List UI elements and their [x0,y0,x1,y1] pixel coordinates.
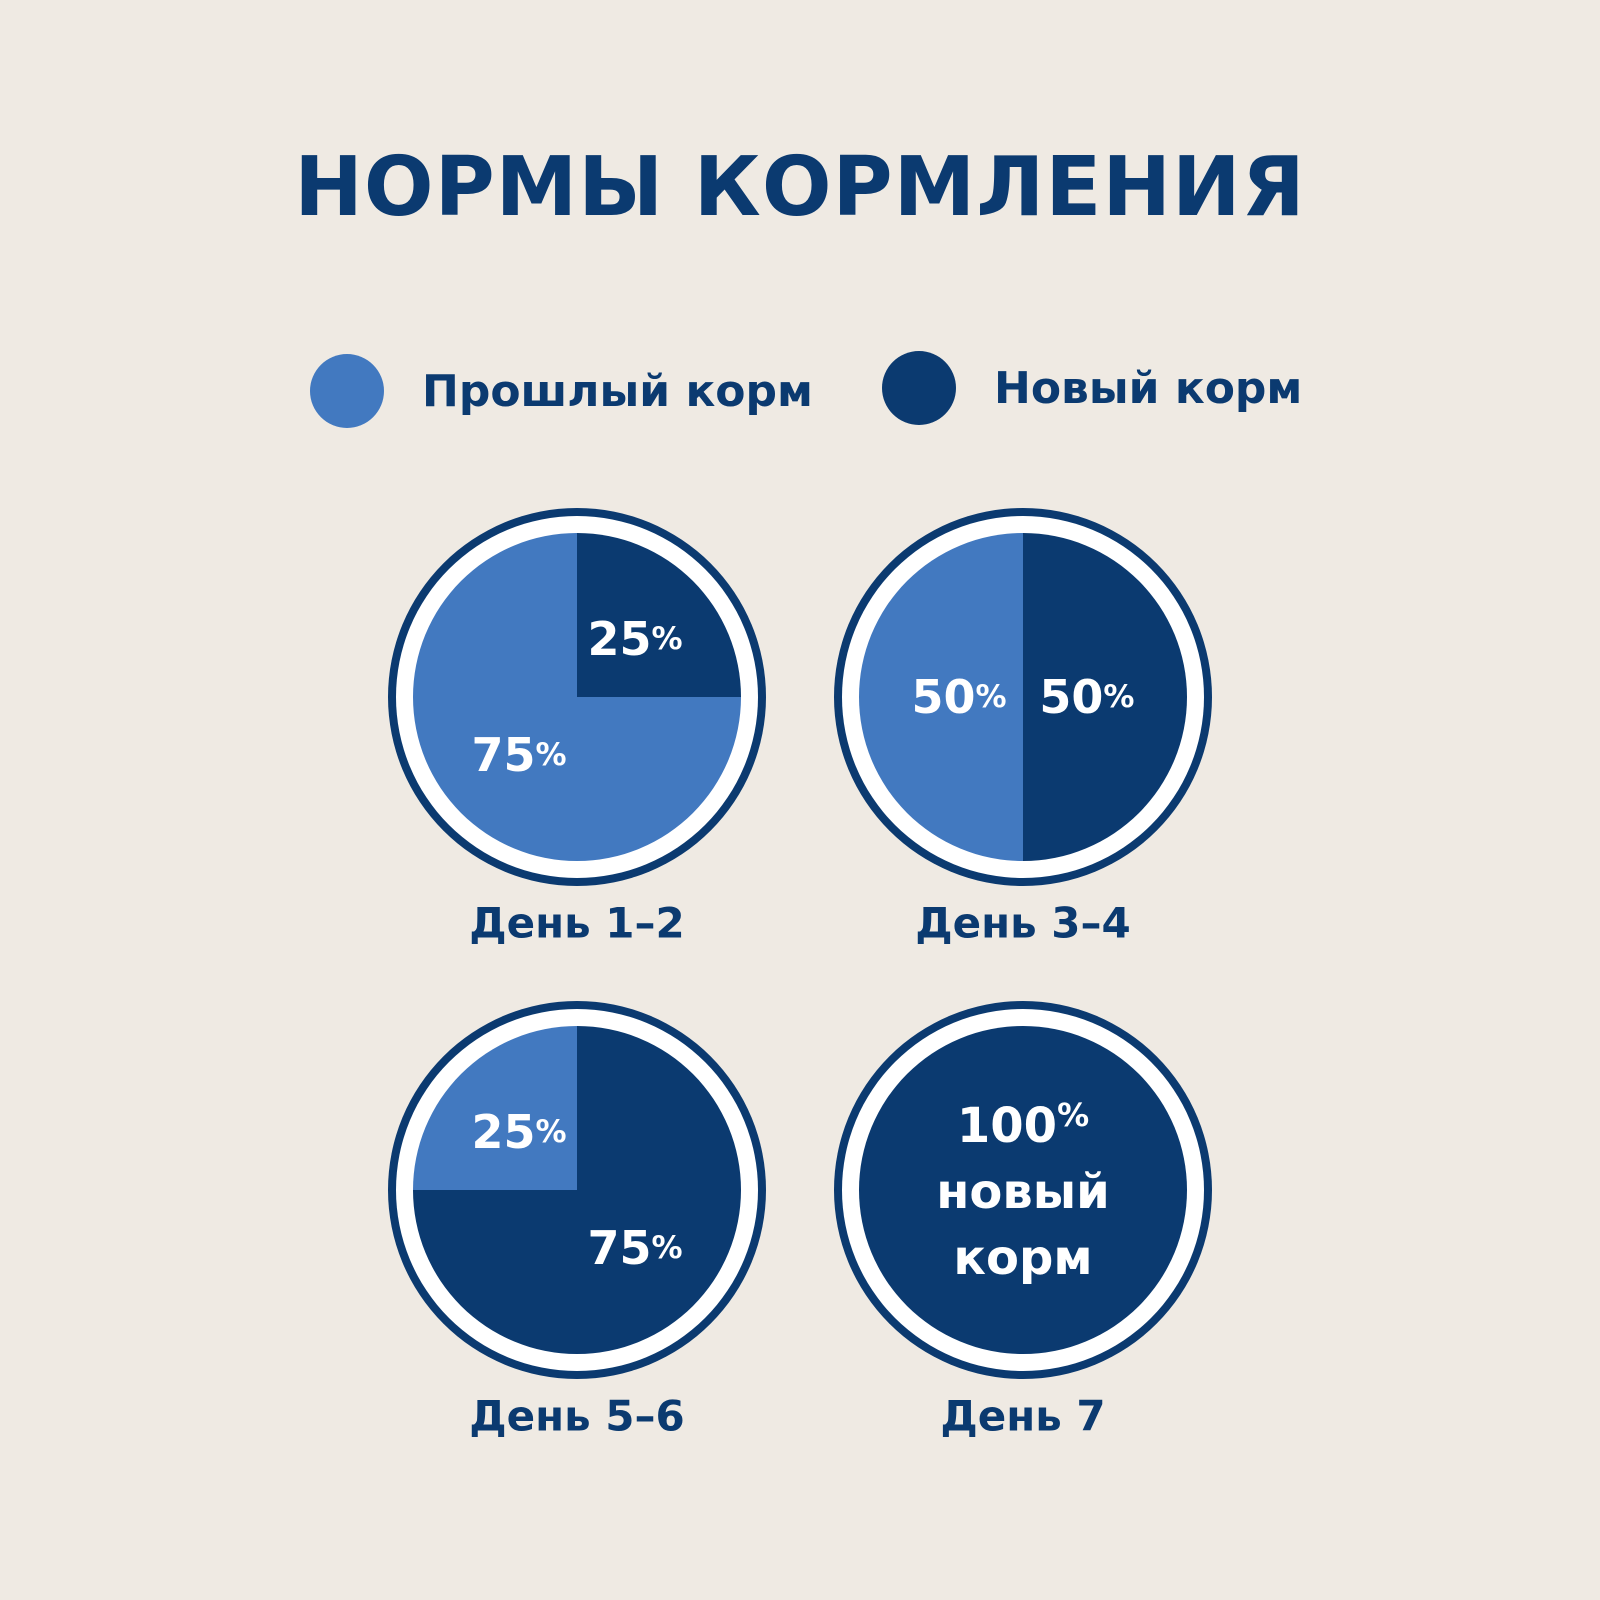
caption-unit: % [1057,1096,1089,1134]
page-title: НОРМЫ КОРМЛЕНИЯ [294,140,1306,235]
pie-slice-old-food [413,1026,577,1190]
pie-chart-2: 50%50%День 3–4 [834,508,1212,948]
caption-line: новый [936,1164,1110,1220]
legend-item-old-food: Прошлый корм [310,353,813,429]
pie-value-label-unit: % [535,1114,566,1150]
pie-value-label-number: 50 [912,670,976,724]
legend-swatch-new [882,351,956,425]
pie-value-label: 25% [471,1105,566,1159]
pie-day-label: День 7 [940,1392,1105,1441]
pie-value-label: 75% [471,728,566,782]
pie-value-label: 50% [912,670,1007,724]
pie-chart-3: 75%25%День 5–6 [388,1001,766,1441]
pie-value-label-number: 25 [471,1105,535,1159]
pie-chart-4: 100% новый корм День 7 [834,1001,1212,1441]
pie-slice-new-food [1023,533,1187,861]
pie-chart-1: 25%75%День 1–2 [388,508,766,948]
pie-value-label-number: 25 [587,612,651,666]
caption-line: корм [953,1230,1092,1286]
pie-value-label-unit: % [651,621,682,657]
pie-value-label-number: 50 [1039,670,1103,724]
legend-label-new: Новый корм [994,362,1303,414]
pie-slice-old-food [413,533,741,861]
pie-value-label: 50% [1039,670,1134,724]
legend-label-old: Прошлый корм [422,365,813,417]
pie-value-label-unit: % [651,1230,682,1266]
pie-value-label-number: 75 [471,728,535,782]
pie-value-label: 25% [587,612,682,666]
pie-day-label: День 5–6 [469,1392,685,1441]
pie-slice-new-food [577,533,741,697]
pie-slice-old-food [859,533,1023,861]
caption-number: 100 [957,1098,1057,1154]
pie-day-label: День 3–4 [915,899,1131,948]
pie-value-label: 75% [587,1221,682,1275]
legend-item-new-food: Новый корм [882,350,1302,426]
pie-value-label-number: 75 [587,1221,651,1275]
pie-value-label-unit: % [976,679,1007,715]
pie-value-label-unit: % [535,737,566,773]
pie-day-label: День 1–2 [469,899,685,948]
pie-slice-new-food [859,1026,1187,1354]
pie-center-caption: 100% новый корм [936,1096,1110,1286]
legend-swatch-old [310,354,384,428]
pie-value-label-unit: % [1103,679,1134,715]
